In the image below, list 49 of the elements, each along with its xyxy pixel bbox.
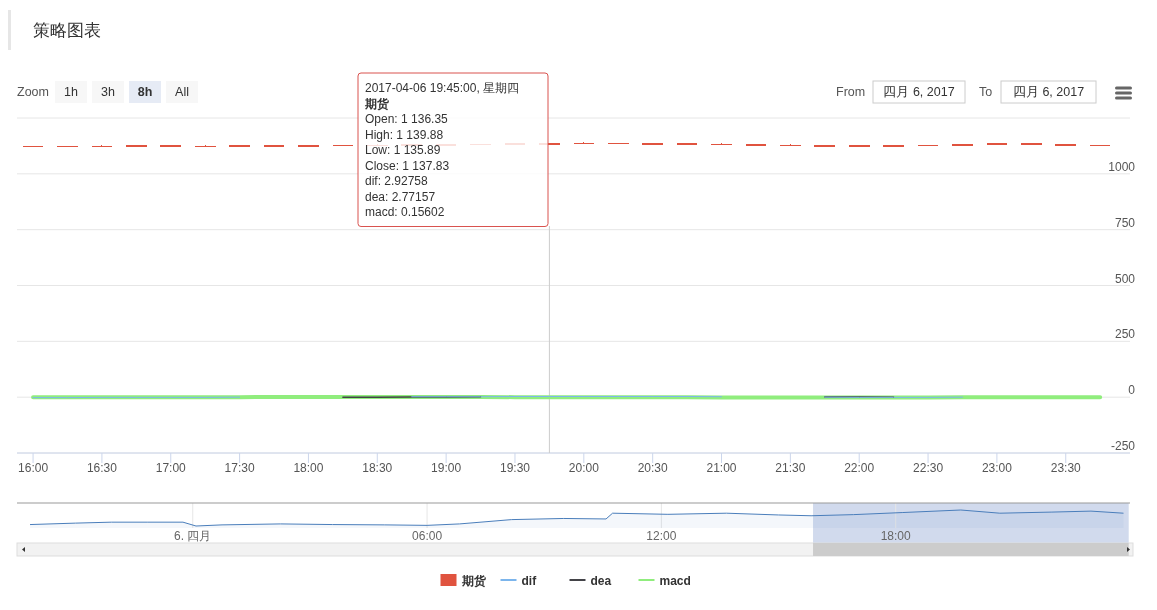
chart-title: 策略图表 bbox=[33, 21, 101, 40]
annotation: dea: 2.77157 bbox=[365, 189, 436, 204]
x-tick-label: 18:00 bbox=[880, 529, 912, 543]
annotation: dif: 2.92758 bbox=[365, 174, 429, 188]
annotation: Open: 1 136.35 bbox=[365, 112, 449, 126]
text: 1h bbox=[64, 85, 78, 99]
legend-label: 期货 bbox=[460, 573, 487, 588]
x-tick-label: 12:00 bbox=[646, 529, 677, 543]
x-tick-label: 19:00 bbox=[431, 461, 462, 475]
y-tick-label: 750 bbox=[1114, 215, 1136, 230]
x-tick-label: 17:00 bbox=[155, 461, 187, 475]
x-tick-label: 16:00 bbox=[18, 461, 49, 475]
text: Zoom bbox=[17, 85, 49, 99]
text: 四月 6, 2017 bbox=[1012, 85, 1085, 99]
annotation: Close: 1 137.83 bbox=[365, 158, 450, 173]
x-tick-label: 21:00 bbox=[706, 461, 737, 475]
text: From bbox=[836, 85, 866, 99]
text: All bbox=[175, 85, 189, 99]
text: 四月 6, 2017 bbox=[883, 85, 955, 99]
x-tick-label: 22:00 bbox=[844, 461, 875, 475]
x-tick-label: 6. 四月 bbox=[174, 529, 212, 543]
x-tick-label: 20:30 bbox=[637, 461, 669, 475]
x-tick-label: 16:30 bbox=[86, 461, 118, 475]
x-tick-label: 22:30 bbox=[913, 461, 944, 475]
text: 2017-04-06 19:45:00, 星期四 bbox=[365, 81, 520, 95]
x-tick-label: 21:30 bbox=[775, 461, 806, 475]
x-tick-label: 23:30 bbox=[1050, 461, 1082, 475]
legend-label: dea bbox=[590, 573, 612, 588]
x-tick-label: 18:30 bbox=[362, 461, 393, 475]
y-tick-label: 500 bbox=[1114, 271, 1136, 286]
x-tick-label: 20:00 bbox=[568, 461, 600, 475]
y-tick-label: -250 bbox=[1110, 439, 1136, 453]
x-tick-label: 18:00 bbox=[293, 461, 324, 475]
y-tick-label: 250 bbox=[1114, 327, 1136, 342]
y-tick-label: 0 bbox=[1128, 383, 1136, 398]
text: 8h bbox=[137, 85, 153, 99]
legend-label: macd bbox=[659, 573, 691, 588]
x-tick-label: 23:00 bbox=[981, 461, 1013, 475]
text: 3h bbox=[101, 85, 115, 99]
annotation: High: 1 139.88 bbox=[365, 127, 444, 142]
text: To bbox=[979, 85, 993, 99]
x-tick-label: 17:30 bbox=[224, 461, 255, 475]
y-tick-label: 1000 bbox=[1108, 159, 1136, 174]
x-tick-label: 06:00 bbox=[412, 529, 443, 543]
legend-label: dif bbox=[521, 573, 538, 588]
text: 期货 bbox=[365, 96, 389, 111]
annotation: macd: 0.15602 bbox=[365, 205, 445, 219]
annotation: Low: 1 135.89 bbox=[365, 143, 441, 157]
x-tick-label: 19:30 bbox=[499, 461, 531, 475]
